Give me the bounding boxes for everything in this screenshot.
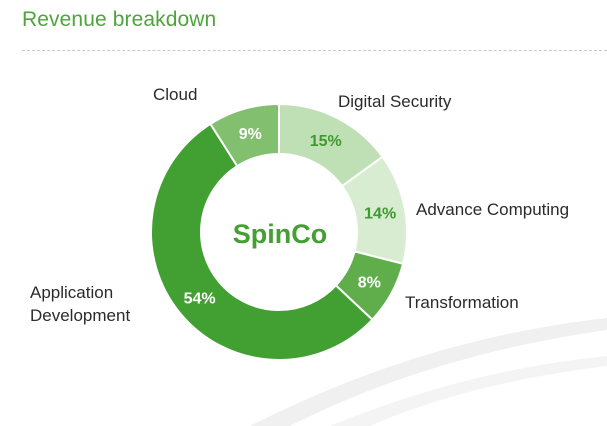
donut-slice-cloud bbox=[209, 102, 280, 168]
donut-center-label: SpinCo bbox=[233, 219, 328, 249]
slice-category-label: Digital Security bbox=[338, 92, 452, 111]
slice-percent-label: 15% bbox=[310, 133, 342, 150]
slice-percent-label: 54% bbox=[184, 291, 216, 308]
slice-category-label: Advance Computing bbox=[416, 200, 569, 219]
donut-slice-application-development bbox=[150, 122, 374, 361]
title-divider bbox=[22, 50, 607, 51]
slice-percent-label: 8% bbox=[358, 275, 381, 292]
category-label-line: Cloud bbox=[153, 85, 197, 104]
category-label-line: Digital Security bbox=[338, 92, 452, 111]
category-label-line: Advance Computing bbox=[416, 200, 569, 219]
slice-category-label: Transformation bbox=[405, 293, 519, 312]
slice-category-label: Cloud bbox=[153, 85, 197, 104]
category-label-line: Transformation bbox=[405, 293, 519, 312]
slice-category-label: Application Development bbox=[30, 283, 130, 325]
slice-percent-label: 9% bbox=[239, 126, 262, 143]
category-label-line: Application bbox=[30, 283, 113, 302]
category-label-line: Development bbox=[30, 306, 130, 325]
slice-percent-label: 14% bbox=[364, 206, 396, 223]
page-title: Revenue breakdown bbox=[22, 8, 217, 31]
